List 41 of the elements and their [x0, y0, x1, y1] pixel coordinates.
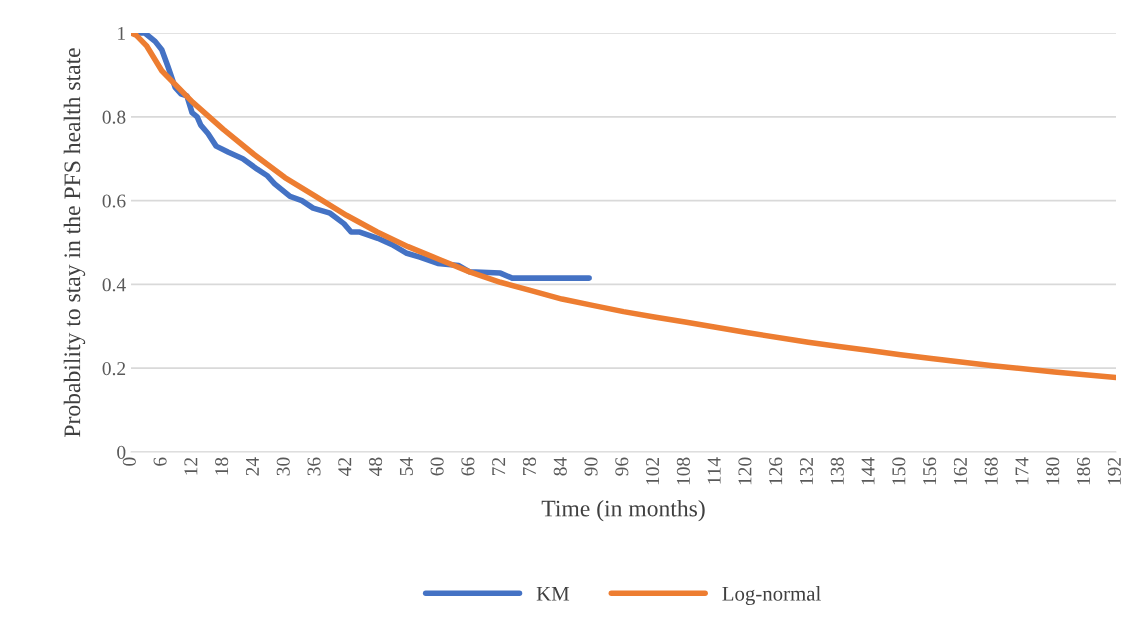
x-tick-label: 180 [1046, 457, 1060, 485]
x-tick-label: 132 [799, 457, 814, 485]
legend-label: Log-normal [722, 586, 821, 606]
x-tick-label: 150 [892, 457, 906, 485]
x-tick-label: 108 [676, 457, 690, 485]
x-tick-label: 120 [738, 457, 752, 485]
x-tick-label: 138 [830, 457, 844, 485]
x-tick-label: 84 [553, 457, 567, 476]
y-axis-title: Probability to stay in the PFS health state [63, 48, 86, 437]
x-tick-label: 36 [307, 457, 321, 476]
x-tick-label: 186 [1076, 457, 1091, 485]
x-tick-label: 156 [923, 457, 937, 485]
legend-label: KM [536, 586, 570, 601]
x-tick-label: 54 [399, 457, 413, 476]
x-tick-label: 168 [984, 457, 998, 485]
x-tick-label: 90 [584, 457, 598, 476]
x-tick-label: 24 [245, 457, 259, 476]
x-tick-label: 174 [1015, 457, 1029, 485]
x-tick-label: 162 [953, 457, 967, 485]
x-tick-label: 48 [369, 457, 383, 476]
x-tick-label: 96 [615, 457, 629, 476]
x-tick-label: 18 [215, 457, 229, 475]
x-tick-label: 126 [769, 457, 783, 485]
y-tick-label: 1 [118, 26, 125, 40]
x-tick-label: 192 [1107, 457, 1121, 485]
y-tick-label: 0.8 [102, 110, 126, 124]
x-tick-label: 102 [646, 457, 660, 485]
x-tick-label: 42 [338, 457, 352, 476]
x-tick-label: 66 [461, 457, 475, 476]
y-tick-label: 0.4 [102, 278, 126, 292]
x-tick-label: 12 [184, 457, 198, 475]
x-tick-label: 30 [276, 457, 290, 476]
x-tick-label: 144 [861, 457, 875, 485]
x-tick-label: 114 [707, 457, 721, 484]
y-tick-label: 0.6 [102, 194, 126, 208]
x-tick-label: 72 [492, 457, 506, 476]
x-axis-title: Time (in months) [541, 499, 705, 522]
x-tick-label: 78 [522, 457, 537, 476]
y-tick-label: 0.2 [102, 362, 126, 376]
x-tick-label: 6 [153, 457, 167, 466]
x-tick-label: 60 [430, 457, 444, 476]
